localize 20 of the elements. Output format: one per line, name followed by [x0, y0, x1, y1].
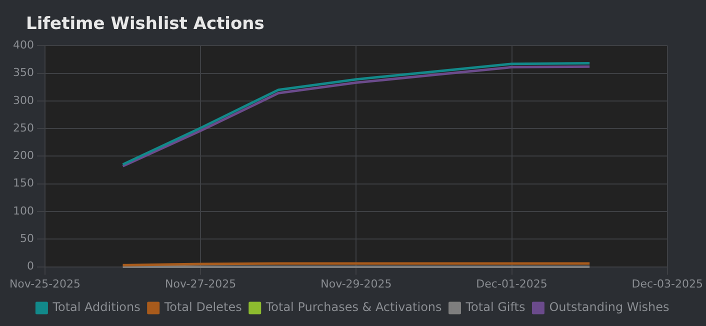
y-tick-label: 150: [12, 176, 34, 190]
x-tick-label: Nov-25-2025: [9, 277, 81, 290]
y-tick-label: 100: [12, 204, 34, 218]
x-tick-label: Dec-03-2025: [632, 277, 703, 290]
legend-label: Outstanding Wishes: [549, 300, 670, 314]
legend-label: Total Purchases & Activations: [264, 300, 442, 314]
x-tick-label: Nov-27-2025: [165, 277, 236, 290]
legend-label: Total Gifts: [464, 300, 526, 314]
y-tick-label: 250: [12, 121, 34, 134]
x-tick-label: Nov-29-2025: [320, 277, 392, 290]
y-tick-label: 50: [20, 232, 34, 246]
y-tick-label: 300: [12, 94, 34, 107]
y-tick-label: 350: [12, 66, 34, 80]
y-tick-label: 400: [12, 38, 34, 52]
legend-label: Total Deletes: [163, 300, 242, 314]
y-tick-label: 200: [12, 149, 34, 162]
chart-title: Lifetime Wishlist Actions: [26, 14, 264, 34]
y-tick-label: 0: [26, 260, 34, 273]
x-tick-label: Dec-01-2025: [476, 277, 548, 290]
legend-label: Total Additions: [52, 300, 140, 314]
